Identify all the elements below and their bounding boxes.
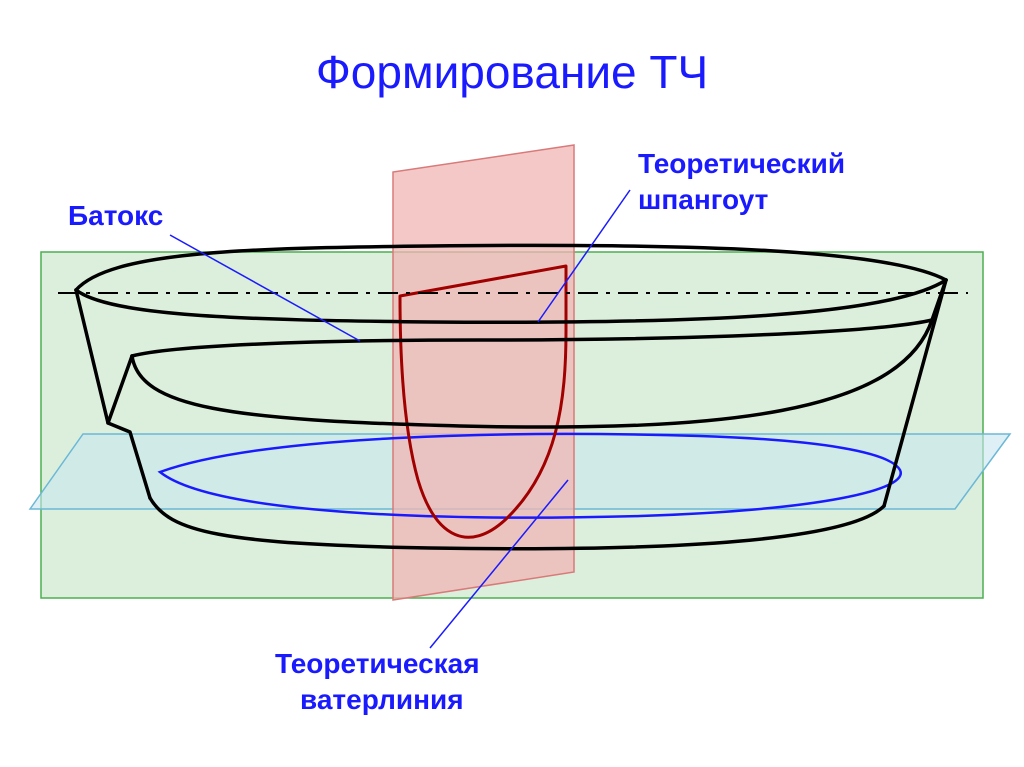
plane-frame	[393, 145, 574, 600]
hull-diagram	[0, 0, 1024, 767]
